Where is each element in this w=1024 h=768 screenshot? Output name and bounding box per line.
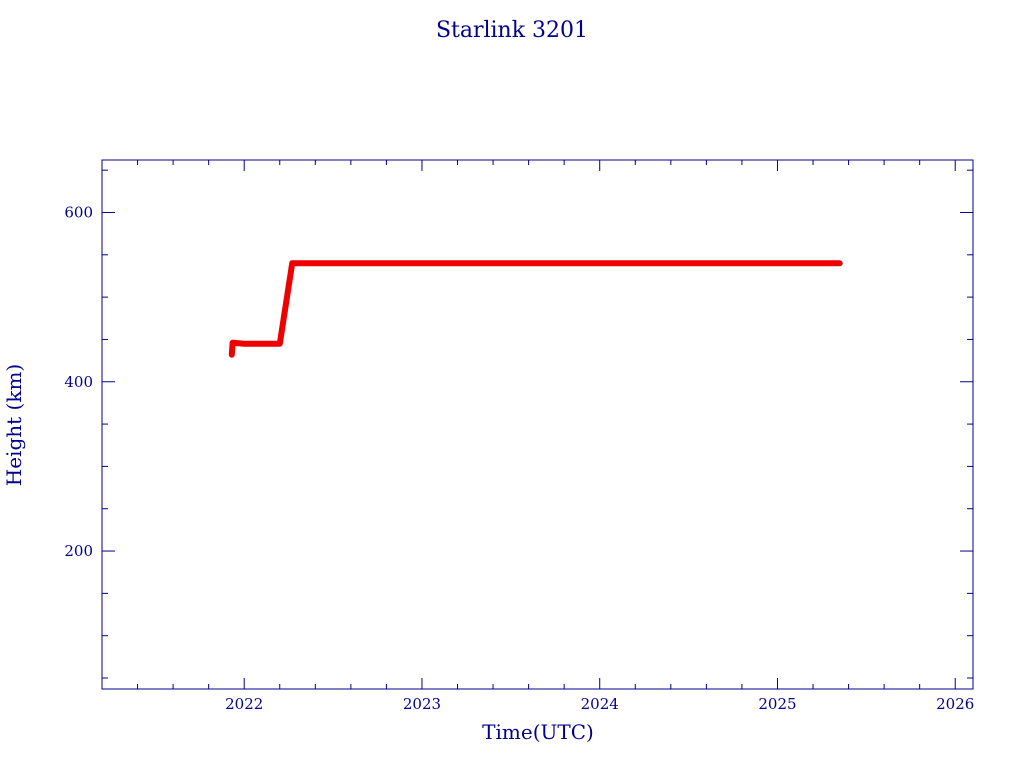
height-data-point: [330, 260, 336, 266]
height-data-point: [774, 260, 781, 266]
height-data-point: [508, 260, 514, 266]
height-data-point: [289, 260, 295, 266]
tick-labels: 2022 2023 2024 2025 2026 200 400 600: [64, 203, 974, 713]
height-data-point: [277, 341, 283, 347]
height-data-point: [241, 341, 247, 347]
data-series: [228, 260, 843, 358]
chart-title: Starlink 3201: [436, 18, 588, 43]
y-tick-label: 200: [64, 542, 93, 560]
height-data-point: [597, 260, 603, 266]
height-data-point: [686, 260, 692, 266]
height-series-line: [228, 260, 843, 358]
x-tick-label: 2026: [936, 695, 974, 713]
plot-frame: [101, 159, 974, 690]
height-data-point: [259, 341, 265, 347]
height-data-point: [229, 352, 235, 358]
x-tick-label: 2023: [403, 695, 441, 713]
x-tick-label: 2022: [225, 695, 263, 713]
y-tick-label: 400: [64, 373, 93, 391]
x-tick-label: 2025: [758, 695, 796, 713]
tick-marks: [101, 160, 973, 689]
y-axis-label: Height (km): [2, 364, 26, 486]
x-axis-label: Time(UTC): [482, 720, 594, 744]
x-tick-label: 2024: [581, 695, 619, 713]
height-data-point: [230, 340, 236, 346]
y-tick-label: 600: [64, 203, 93, 221]
height-data-point: [837, 260, 843, 266]
height-data-point: [419, 260, 425, 266]
